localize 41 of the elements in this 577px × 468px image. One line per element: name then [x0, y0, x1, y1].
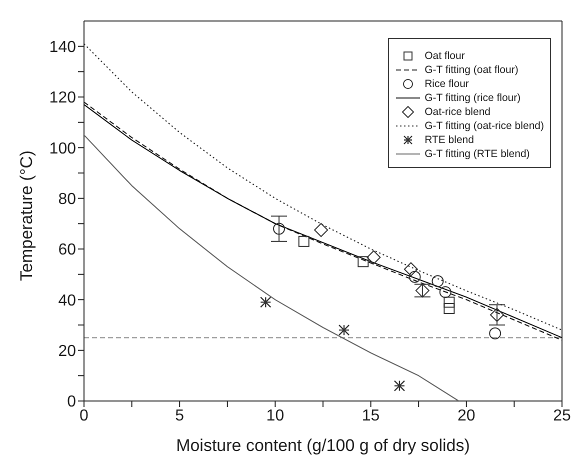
point [490, 308, 504, 322]
point [404, 262, 418, 276]
x-tick-label: 10 [266, 407, 284, 424]
point [444, 296, 455, 308]
y-tick-label: 0 [67, 394, 76, 411]
y-tick-label: 20 [58, 343, 76, 360]
y-tick-label: 140 [49, 39, 76, 56]
y-tick-label: 80 [58, 191, 76, 208]
legend-label: Oat-rice blend [424, 106, 491, 118]
point [394, 380, 406, 392]
y-axis-title: Temperature (°C) [17, 150, 36, 281]
x-axis-title: Moisture content (g/100 g of dry solids) [176, 436, 470, 455]
point [444, 303, 455, 314]
point [314, 223, 328, 237]
legend-label: Oat flour [424, 50, 465, 62]
point [366, 250, 381, 264]
x-tick-label: 0 [80, 407, 89, 424]
legend-label: RTE blend [424, 134, 474, 146]
legend-label: G-T fitting (oat flour) [424, 64, 518, 76]
y-tick-label: 40 [58, 292, 76, 310]
point [260, 296, 272, 308]
x-tick-label: 20 [458, 407, 476, 424]
line-series [84, 43, 562, 331]
y-tick-label: 60 [58, 242, 76, 259]
point [432, 275, 444, 288]
y-tick-label: 120 [49, 90, 76, 107]
legend-label: G-T fitting (oat-rice blend) [424, 120, 544, 132]
legend-label: G-T fitting (RTE blend) [424, 148, 530, 160]
point [338, 324, 350, 336]
legend-label: G-T fitting (rice flour) [424, 92, 521, 104]
point [489, 327, 502, 340]
point [358, 256, 369, 268]
x-tick-label: 15 [362, 407, 380, 424]
point [408, 270, 421, 283]
point [273, 222, 286, 235]
point [439, 286, 452, 298]
x-tick-label: 5 [175, 407, 184, 424]
x-tick-label: 25 [553, 407, 571, 424]
point [298, 236, 310, 247]
y-tick-label: 100 [49, 140, 76, 158]
legend-label: Rice flour [424, 78, 469, 90]
